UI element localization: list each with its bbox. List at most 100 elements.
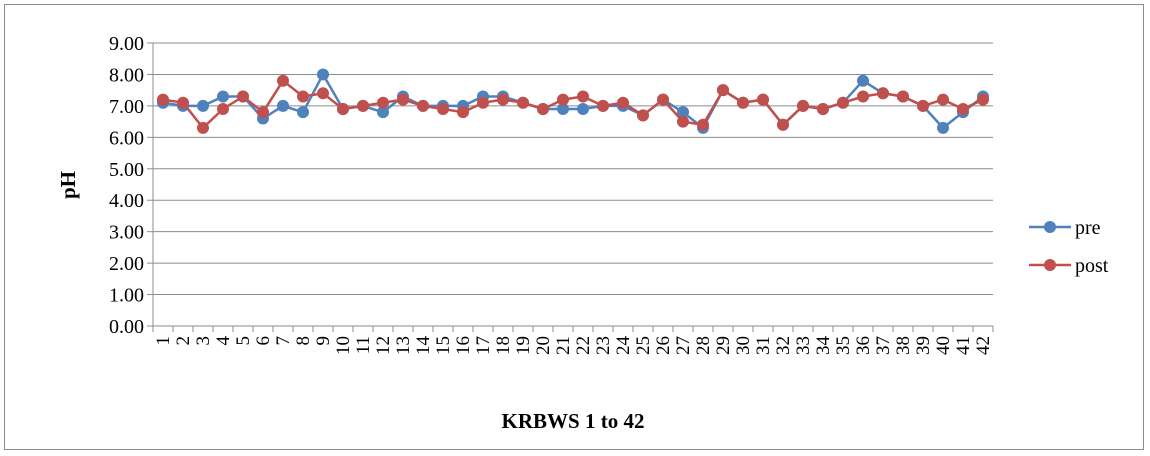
data-point-pre	[277, 99, 289, 112]
x-tick-label: 9	[313, 336, 334, 346]
x-tick-label: 20	[533, 336, 554, 355]
x-tick-label: 19	[513, 336, 534, 355]
x-tick-label: 3	[193, 336, 214, 346]
x-tick-label: 22	[573, 336, 594, 355]
chart-area: 0.00 1.00 2.00 3.00 4.00 5.00 6.00 7.00 8.00 9.00…	[4, 4, 1144, 450]
x-tick-label: 4	[213, 336, 234, 346]
data-point-post	[557, 93, 569, 106]
y-tick-label: 9.00	[109, 33, 144, 55]
data-point-post	[837, 96, 849, 109]
data-point-post	[437, 103, 449, 116]
x-tick-label: 5	[233, 336, 254, 346]
data-point-post	[697, 118, 709, 131]
data-point-post	[737, 96, 749, 109]
x-tick-label: 12	[373, 336, 394, 355]
data-point-post	[337, 103, 349, 116]
data-point-post	[817, 103, 829, 116]
y-tick-label: 1.00	[109, 285, 144, 307]
data-point-post	[597, 99, 609, 112]
data-point-post	[297, 90, 309, 103]
axes	[147, 42, 994, 332]
data-point-post	[777, 118, 789, 131]
x-tick-label: 8	[293, 336, 314, 346]
y-tick-label: 2.00	[109, 253, 144, 275]
y-tick-label: 8.00	[109, 64, 144, 86]
data-point-pre	[677, 106, 689, 119]
x-tick-labels: 1 2 3 4 5 6 7 8 9 10 11 12 13 14 15 16 17 18 19 20 21 22 23 24 2…	[153, 336, 994, 356]
data-point-pre	[377, 106, 389, 119]
x-tick-label: 15	[433, 336, 454, 355]
x-tick-label: 17	[473, 336, 494, 355]
data-point-post	[357, 99, 369, 112]
x-tick-label: 10	[333, 336, 354, 355]
data-point-post	[857, 90, 869, 103]
data-point-post	[417, 99, 429, 112]
x-tick-label: 34	[813, 336, 834, 356]
x-tick-label: 14	[413, 336, 434, 356]
y-tick-label: 3.00	[109, 222, 144, 244]
data-point-pre	[197, 99, 209, 112]
data-point-post	[977, 93, 989, 106]
data-point-pre	[217, 90, 229, 103]
data-point-pre	[317, 68, 329, 81]
data-point-pre	[297, 106, 309, 119]
data-point-post	[317, 87, 329, 100]
x-tick-label: 28	[693, 336, 714, 355]
legend-label-pre: pre	[1075, 217, 1101, 239]
data-point-post	[477, 96, 489, 109]
data-point-post	[377, 96, 389, 109]
y-tick-label: 4.00	[109, 190, 144, 212]
x-tick-label: 18	[493, 336, 514, 355]
x-tick-label: 24	[613, 336, 634, 356]
gridlines	[153, 42, 993, 327]
data-point-pre	[557, 103, 569, 116]
data-point-post	[457, 106, 469, 119]
data-point-pre	[937, 121, 949, 134]
x-tick-label: 13	[393, 336, 414, 355]
x-tick-label: 38	[893, 336, 914, 355]
series	[157, 68, 989, 134]
data-point-post	[177, 96, 189, 109]
legend: pre post	[1029, 217, 1109, 277]
data-point-post	[497, 93, 509, 106]
data-point-post	[257, 106, 269, 119]
data-point-post	[797, 99, 809, 112]
x-tick-label: 33	[793, 336, 814, 355]
y-tick-label: 5.00	[109, 159, 144, 181]
y-tick-label: 6.00	[109, 127, 144, 149]
x-tick-label: 32	[773, 336, 794, 355]
x-tick-label: 27	[673, 336, 694, 355]
data-point-post	[397, 93, 409, 106]
data-point-post	[537, 103, 549, 116]
x-tick-label: 21	[553, 336, 574, 355]
x-tick-label: 23	[593, 336, 614, 355]
data-point-post	[277, 74, 289, 87]
x-tick-label: 30	[733, 336, 754, 355]
x-axis-title: KRBWS 1 to 42	[502, 409, 645, 433]
data-point-pre	[857, 74, 869, 87]
legend-marker-post	[1044, 259, 1056, 271]
x-tick-label: 1	[153, 336, 174, 346]
x-tick-label: 16	[453, 336, 474, 355]
data-point-post	[197, 121, 209, 134]
data-point-post	[897, 90, 909, 103]
data-point-post	[917, 99, 929, 112]
data-point-post	[677, 115, 689, 128]
x-tick-label: 2	[173, 336, 194, 346]
x-tick-label: 36	[853, 336, 874, 355]
data-point-post	[757, 93, 769, 106]
data-point-post	[877, 87, 889, 100]
x-tick-label: 26	[653, 336, 674, 355]
data-point-post	[937, 93, 949, 106]
x-tick-label: 6	[253, 336, 274, 346]
x-tick-label: 40	[933, 336, 954, 355]
line-chart: 0.00 1.00 2.00 3.00 4.00 5.00 6.00 7.00 8.00 9.00…	[56, 33, 1109, 433]
x-tick-label: 29	[713, 336, 734, 355]
y-axis-title: pH	[56, 171, 80, 199]
data-point-pre	[577, 103, 589, 116]
data-point-post	[657, 93, 669, 106]
data-point-post	[217, 103, 229, 116]
data-point-post	[957, 103, 969, 116]
x-tick-label: 39	[913, 336, 934, 355]
x-tick-label: 37	[873, 336, 894, 355]
